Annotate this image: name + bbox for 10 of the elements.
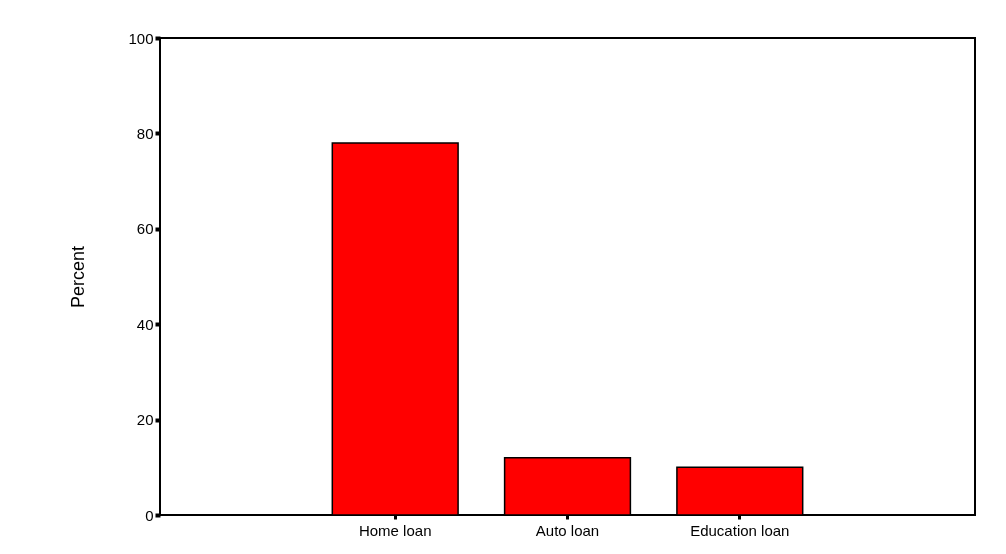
y-tick-label: 80 [136, 124, 154, 142]
y-tick-label: 20 [136, 411, 154, 429]
y-tick-label: 60 [136, 220, 154, 238]
x-tick-label: Education loan [690, 521, 790, 539]
y-tick-label: 40 [136, 315, 154, 333]
y-tick-label: 0 [145, 506, 154, 524]
x-tick-label: Home loan [358, 521, 432, 539]
y-tick-label: 100 [128, 29, 154, 47]
x-tick-label: Auto loan [535, 521, 600, 539]
y-axis-title: Percent [68, 245, 89, 309]
